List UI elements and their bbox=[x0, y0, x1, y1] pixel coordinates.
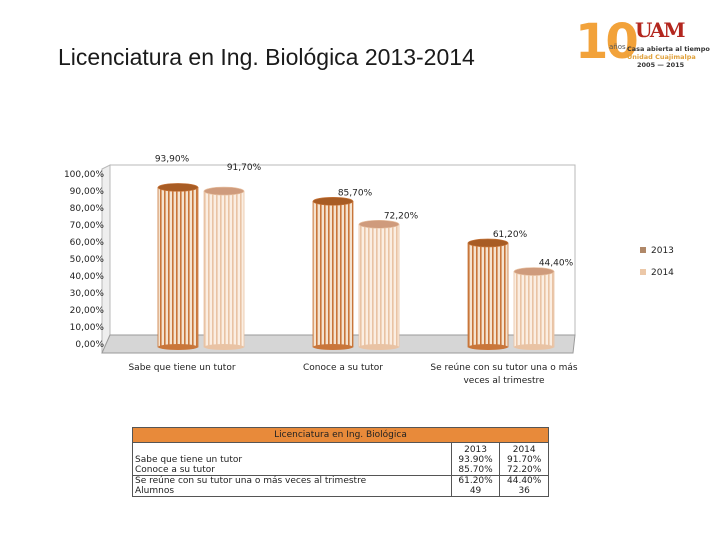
table-cell: 49 bbox=[450, 486, 501, 497]
y-tick-label: 70,00% bbox=[70, 221, 105, 231]
bar-2014-cap bbox=[358, 219, 400, 229]
logo-line3: 2005 — 2015 bbox=[637, 61, 685, 69]
data-label: 61,20% bbox=[493, 230, 528, 240]
category-label: Se reúne con su tutor una o más bbox=[430, 363, 577, 373]
logo-suffix: años bbox=[609, 43, 626, 51]
bar-2014 bbox=[203, 186, 245, 350]
bar-2013-cap bbox=[157, 183, 199, 192]
y-axis-ticks: 0,00% 10,00% 20,00% 30,00% 40,00% 50,00% 60,00… bbox=[64, 170, 104, 350]
table-row-label: Se reúne con su tutor una o más veces al… bbox=[132, 475, 452, 486]
bar-2014 bbox=[513, 267, 555, 350]
y-tick-label: 20,00% bbox=[70, 306, 105, 316]
legend-swatch bbox=[640, 247, 646, 253]
bar-2013-base bbox=[468, 344, 508, 350]
table-row-label: Alumnos bbox=[132, 486, 452, 497]
data-label: 72,20% bbox=[384, 211, 419, 221]
data-label: 44,40% bbox=[539, 259, 574, 269]
bar-2013-base bbox=[313, 344, 353, 350]
bar-2013 bbox=[157, 183, 199, 350]
bar-2013-body bbox=[312, 200, 354, 348]
table-caption: Licenciatura en Ing. Biológica bbox=[132, 427, 549, 443]
legend-label: 2014 bbox=[651, 268, 674, 278]
data-label: 85,70% bbox=[338, 188, 373, 198]
table-cell: 72.20% bbox=[499, 465, 549, 476]
table-row-label: Sabe que tiene un tutor bbox=[132, 455, 452, 465]
category-label: veces al trimestre bbox=[463, 376, 545, 386]
y-tick-label: 80,00% bbox=[70, 204, 105, 214]
bar-2013-cap bbox=[312, 197, 354, 206]
y-tick-label: 60,00% bbox=[70, 238, 105, 248]
bar-2014-base bbox=[359, 344, 399, 350]
y-tick-label: 90,00% bbox=[70, 187, 105, 197]
y-tick-label: 100,00% bbox=[64, 170, 104, 180]
bar-2013 bbox=[312, 197, 354, 350]
bars bbox=[157, 183, 555, 350]
bar-2013 bbox=[467, 238, 509, 350]
logo-mark: UAM bbox=[635, 18, 686, 42]
bar-2013-base bbox=[158, 344, 198, 350]
bar-2014-body bbox=[203, 190, 245, 348]
table-cell: 44.40% bbox=[499, 475, 549, 486]
y-tick-label: 50,00% bbox=[70, 255, 105, 265]
y-tick-label: 10,00% bbox=[70, 323, 105, 333]
legend: 2013 2014 bbox=[640, 246, 674, 278]
data-label: 91,70% bbox=[227, 163, 262, 173]
y-tick-label: 0,00% bbox=[75, 340, 104, 350]
category-labels: Sabe que tiene un tutor Conoce a su tutor… bbox=[128, 363, 577, 386]
category-label: Sabe que tiene un tutor bbox=[128, 363, 235, 373]
logo-line2: Unidad Cuajimalpa bbox=[627, 53, 696, 61]
uam-anniversary-logo: 10 años UAM Casa abierta al tiempo Unida… bbox=[575, 14, 710, 72]
table-cell: 93.90% bbox=[450, 455, 501, 465]
table-cell: 85.70% bbox=[450, 465, 501, 476]
table-row-label: Conoce a su tutor bbox=[132, 465, 452, 476]
table-col-2013: 2013 bbox=[450, 442, 501, 455]
bar-2014-cap bbox=[203, 186, 245, 196]
table-cell: 61.20% bbox=[450, 475, 501, 486]
table-row-label bbox=[132, 442, 452, 455]
bar-2014-body bbox=[513, 271, 555, 348]
bar-2014 bbox=[358, 219, 400, 350]
bar-2014-cap bbox=[513, 267, 555, 276]
bar-2014-base bbox=[514, 344, 554, 350]
table-cell: 91.70% bbox=[499, 455, 549, 465]
y-tick-label: 30,00% bbox=[70, 289, 105, 299]
logo-line1: Casa abierta al tiempo bbox=[627, 45, 710, 53]
slide-title: Licenciatura en Ing. Biológica 2013-2014 bbox=[58, 44, 475, 70]
data-table: Licenciatura en Ing. Biológica 2013 2014… bbox=[132, 427, 549, 497]
bar-2013-body bbox=[157, 186, 199, 348]
data-labels: 93,90% 91,70% 85,70% 72,20% 61,20% 44,40% bbox=[155, 154, 574, 268]
y-tick-label: 40,00% bbox=[70, 272, 105, 282]
bar-2014-base bbox=[204, 344, 244, 350]
legend-label: 2013 bbox=[651, 246, 674, 256]
bar-2013-body bbox=[467, 242, 509, 348]
logo-number: 10 bbox=[575, 14, 639, 70]
table-col-2014: 2014 bbox=[499, 442, 549, 455]
legend-swatch bbox=[640, 269, 646, 275]
bar-2013-cap bbox=[467, 238, 509, 248]
bar-2014-body bbox=[358, 223, 400, 348]
bar-chart: 0,00% 10,00% 20,00% 30,00% 40,00% 50,00% 60,00… bbox=[64, 154, 674, 386]
data-label: 93,90% bbox=[155, 154, 190, 164]
category-label: Conoce a su tutor bbox=[303, 363, 383, 373]
table-cell: 36 bbox=[499, 486, 549, 497]
